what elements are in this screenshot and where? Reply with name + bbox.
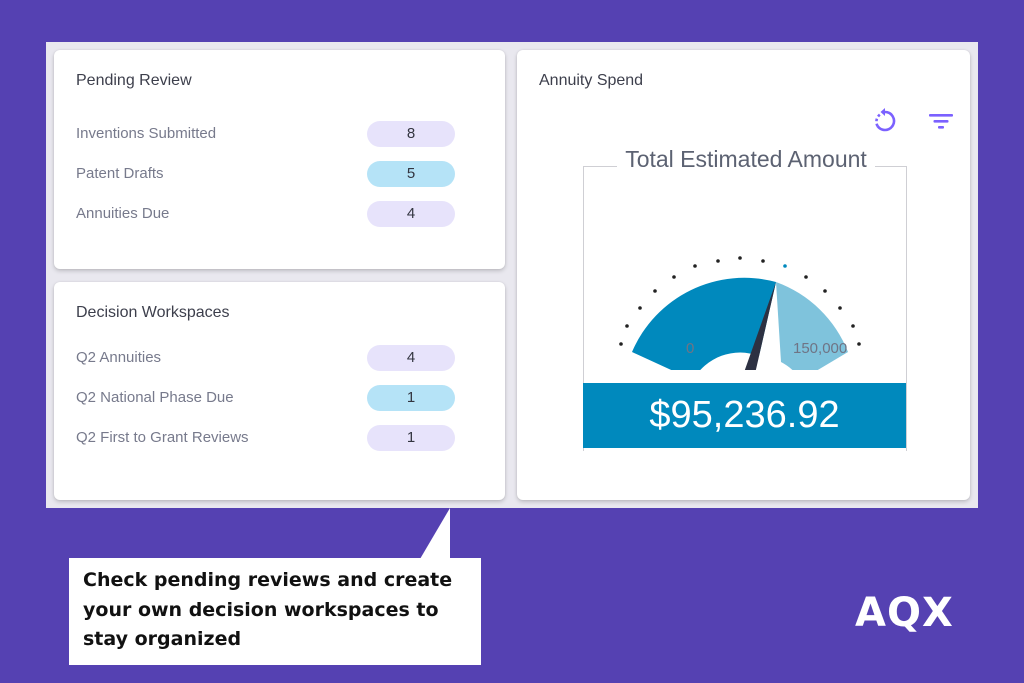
annuity-spend-card: Annuity Spend Total Estimated Amount — [517, 50, 970, 500]
callout-pointer — [420, 508, 450, 559]
list-item-q2-annuities[interactable]: Q2 Annuities 4 — [76, 345, 455, 371]
card-title: Pending Review — [76, 72, 192, 89]
callout-text: Check pending reviews and create your ow… — [83, 569, 453, 650]
count-badge[interactable]: 4 — [367, 201, 455, 227]
list-item-inventions-submitted[interactable]: Inventions Submitted 8 — [76, 121, 455, 147]
pending-review-card: Pending Review Inventions Submitted 8 Pa… — [54, 50, 505, 269]
gauge-max-label: 150,000 — [793, 340, 848, 357]
card-title: Annuity Spend — [539, 72, 644, 89]
list-item-q2-first-to-grant-reviews[interactable]: Q2 First to Grant Reviews 1 — [76, 425, 455, 451]
row-label: Q2 National Phase Due — [76, 389, 234, 406]
card-title: Decision Workspaces — [76, 304, 230, 321]
aqx-logo: AQX — [855, 590, 954, 636]
row-label: Q2 First to Grant Reviews — [76, 429, 249, 446]
count-badge[interactable]: 8 — [367, 121, 455, 147]
list-item-q2-national-phase-due[interactable]: Q2 National Phase Due 1 — [76, 385, 455, 411]
dashboard-screenshot: Pending Review Inventions Submitted 8 Pa… — [46, 42, 978, 508]
gauge-ticks — [619, 256, 861, 346]
filter-button[interactable] — [927, 107, 955, 135]
list-item-annuities-due[interactable]: Annuities Due 4 — [76, 201, 455, 227]
count-badge[interactable]: 1 — [367, 385, 455, 411]
gauge-value: $95,236.92 — [583, 383, 906, 448]
callout-bubble: Check pending reviews and create your ow… — [69, 558, 481, 665]
filter-icon — [929, 114, 953, 129]
count-badge[interactable]: 1 — [367, 425, 455, 451]
list-item-patent-drafts[interactable]: Patent Drafts 5 — [76, 161, 455, 187]
gauge-chart — [619, 256, 861, 370]
row-label: Q2 Annuities — [76, 349, 162, 366]
refresh-button[interactable] — [871, 107, 899, 135]
refresh-icon — [875, 108, 896, 132]
row-label: Annuities Due — [76, 205, 170, 222]
count-badge[interactable]: 4 — [367, 345, 455, 371]
row-label: Patent Drafts — [76, 165, 164, 182]
decision-workspaces-card: Decision Workspaces Q2 Annuities 4 Q2 Na… — [54, 282, 505, 500]
row-label: Inventions Submitted — [76, 125, 217, 142]
count-badge[interactable]: 5 — [367, 161, 455, 187]
gauge-min-label: 0 — [686, 340, 695, 357]
gauge-legend: Total Estimated Amount — [617, 146, 875, 173]
